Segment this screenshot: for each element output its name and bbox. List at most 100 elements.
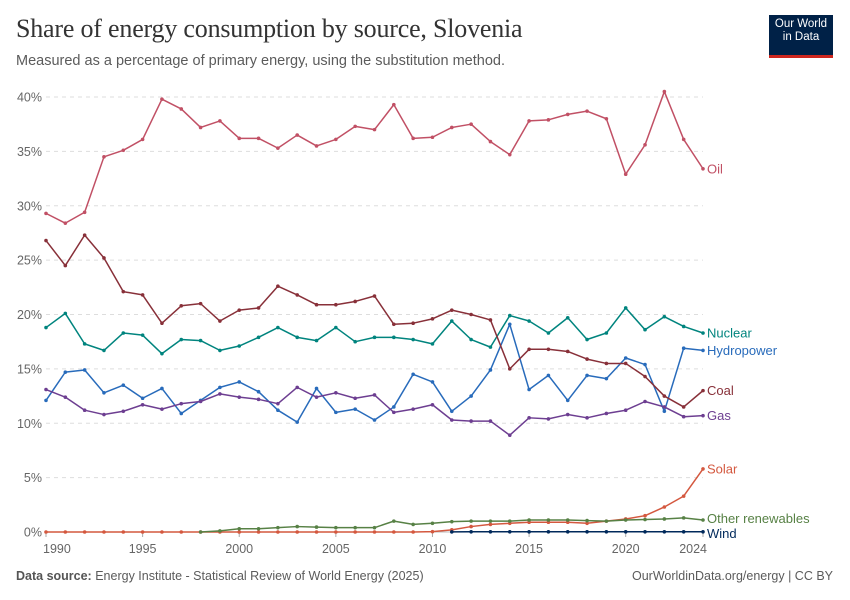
series-label-hydropower: Hydropower bbox=[707, 343, 778, 358]
data-point bbox=[565, 412, 570, 417]
series-wind bbox=[449, 529, 705, 534]
data-point bbox=[44, 211, 48, 216]
chart-subtitle: Measured as a percentage of primary ener… bbox=[16, 53, 505, 69]
data-point bbox=[218, 392, 222, 396]
data-point bbox=[430, 317, 435, 321]
data-point bbox=[44, 398, 48, 403]
data-point bbox=[295, 293, 300, 297]
y-tick-label: 15% bbox=[17, 362, 42, 376]
data-point bbox=[121, 331, 126, 335]
data-point bbox=[256, 389, 261, 394]
data-point bbox=[140, 293, 145, 297]
source-text[interactable]: Energy Institute - Statistical Review of… bbox=[95, 569, 424, 583]
data-point bbox=[604, 529, 609, 534]
data-point bbox=[449, 418, 454, 422]
data-point bbox=[198, 301, 203, 306]
data-point bbox=[681, 516, 686, 520]
data-point bbox=[546, 529, 551, 534]
data-point bbox=[353, 407, 357, 411]
data-point bbox=[372, 335, 377, 340]
data-point bbox=[701, 331, 705, 335]
credit-link[interactable]: OurWorldinData.org/energy | CC BY bbox=[631, 569, 833, 583]
series-oil bbox=[44, 89, 705, 225]
data-point bbox=[507, 322, 512, 327]
data-point bbox=[411, 407, 415, 411]
data-point bbox=[546, 417, 551, 421]
data-point bbox=[469, 312, 473, 317]
series-label-gas: Gas bbox=[707, 408, 731, 423]
logo-line-2: in Data bbox=[782, 31, 820, 43]
data-point bbox=[469, 529, 473, 534]
data-point bbox=[63, 530, 68, 534]
owid-logo[interactable]: Our World in Data bbox=[769, 15, 833, 58]
data-point bbox=[469, 122, 473, 126]
data-point bbox=[701, 518, 705, 522]
data-point bbox=[295, 530, 300, 534]
data-point bbox=[565, 529, 570, 534]
y-tick-label: 30% bbox=[17, 199, 42, 213]
data-point bbox=[334, 302, 338, 307]
series-gas bbox=[44, 385, 705, 438]
data-point bbox=[662, 89, 667, 94]
data-point bbox=[372, 530, 377, 534]
x-tick-label: 2005 bbox=[322, 542, 350, 556]
data-point bbox=[314, 525, 319, 529]
chart-title: Share of energy consumption by source, S… bbox=[16, 14, 523, 43]
data-point bbox=[430, 402, 435, 407]
series-other-renewables bbox=[198, 516, 705, 534]
data-point bbox=[565, 315, 570, 320]
data-point bbox=[198, 125, 203, 130]
data-point bbox=[314, 386, 319, 391]
data-point bbox=[643, 143, 647, 147]
data-point bbox=[334, 530, 338, 534]
data-point bbox=[623, 306, 628, 310]
data-point bbox=[140, 402, 145, 407]
data-point bbox=[585, 109, 589, 113]
data-point bbox=[372, 127, 377, 132]
x-tick-label: 2015 bbox=[515, 542, 543, 556]
data-point bbox=[701, 529, 705, 534]
data-point bbox=[643, 529, 647, 534]
data-point bbox=[314, 530, 319, 534]
y-tick-label: 25% bbox=[17, 254, 42, 268]
data-point bbox=[63, 370, 68, 374]
source-label: Data source: bbox=[16, 569, 92, 583]
data-point bbox=[507, 433, 512, 438]
data-point bbox=[527, 119, 531, 123]
data-point bbox=[507, 529, 512, 534]
data-point bbox=[314, 395, 319, 399]
data-point bbox=[372, 294, 377, 298]
data-point bbox=[353, 299, 357, 304]
data-point bbox=[585, 337, 589, 342]
data-point bbox=[334, 525, 338, 530]
data-point bbox=[140, 530, 145, 534]
data-point bbox=[623, 172, 628, 177]
data-point bbox=[218, 319, 222, 323]
data-point bbox=[179, 530, 184, 534]
series-coal bbox=[44, 233, 705, 409]
data-point bbox=[546, 331, 551, 335]
data-point bbox=[507, 313, 512, 318]
x-tick-label: 1990 bbox=[43, 542, 71, 556]
data-point bbox=[121, 530, 126, 534]
data-point bbox=[353, 530, 357, 534]
data-point bbox=[353, 525, 357, 530]
series-label-other-renewables: Other renewables bbox=[707, 511, 810, 526]
data-point bbox=[701, 348, 705, 353]
data-point bbox=[681, 494, 686, 498]
data-point bbox=[507, 367, 512, 371]
data-point bbox=[256, 306, 261, 310]
data-point bbox=[295, 133, 300, 137]
data-point bbox=[63, 311, 68, 316]
data-point bbox=[392, 322, 396, 327]
data-point bbox=[353, 124, 357, 129]
data-point bbox=[237, 136, 242, 141]
data-point bbox=[392, 519, 396, 523]
data-point bbox=[527, 518, 531, 522]
data-point bbox=[44, 238, 48, 243]
data-point bbox=[585, 529, 589, 534]
series-nuclear bbox=[44, 306, 705, 356]
data-point bbox=[160, 530, 164, 534]
data-point bbox=[604, 376, 609, 381]
x-tick-label: 2024 bbox=[679, 542, 707, 556]
